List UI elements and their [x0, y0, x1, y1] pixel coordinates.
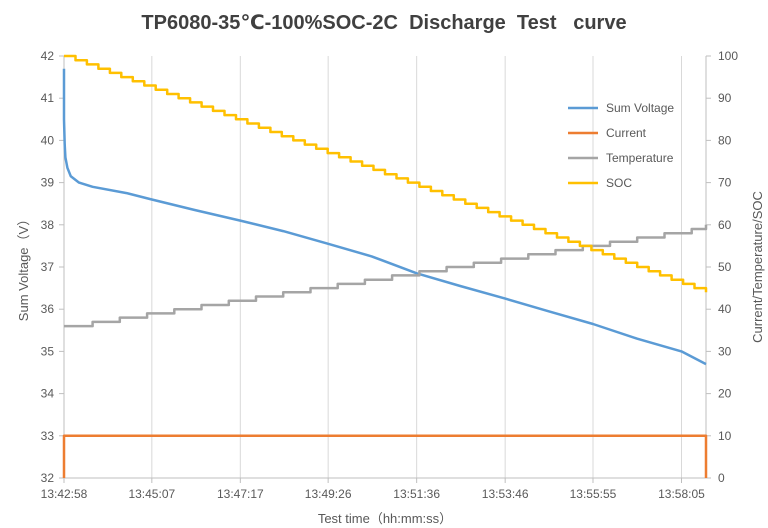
series-line-current	[62, 434, 708, 478]
y-right-tick-label: 100	[718, 49, 738, 63]
x-tick-label: 13:58:05	[658, 487, 705, 501]
legend-label-current: Current	[606, 126, 647, 140]
y-left-tick-label: 41	[41, 91, 55, 105]
series-line-sum-voltage	[62, 68, 707, 366]
y-right-tick-label: 30	[718, 344, 732, 358]
y-left-tick-label: 35	[41, 344, 55, 358]
y-right-tick-label: 70	[718, 176, 732, 190]
grid-layer	[151, 56, 682, 478]
legend-label-temperature: Temperature	[606, 151, 674, 165]
y-right-tick-label: 20	[718, 387, 732, 401]
x-tick-label: 13:42:58	[41, 487, 88, 501]
x-axis-title: Test time（hh:mm:ss）	[318, 511, 452, 526]
y-right-tick-label: 90	[718, 91, 732, 105]
y-left-tick-label: 40	[41, 133, 55, 147]
y-right-tick-label: 0	[718, 471, 725, 485]
x-tick-label: 13:51:36	[393, 487, 440, 501]
legend-label-soc: SOC	[606, 176, 632, 190]
y-left-tick-label: 34	[41, 387, 55, 401]
y-left-tick-label: 37	[41, 260, 55, 274]
y-axis-right-title: Current/Temperature/SOC	[750, 191, 765, 343]
ticks-layer: 13:42:58 13:45:07 13:47:17 13:49:26 13:51:36…	[41, 49, 739, 501]
axis-layer	[59, 55, 711, 483]
y-right-tick-label: 80	[718, 133, 732, 147]
x-tick-label: 13:55:55	[570, 487, 617, 501]
y-left-tick-label: 36	[41, 302, 55, 316]
y-left-tick-label: 32	[41, 471, 55, 485]
series-line-temperature	[64, 224, 708, 328]
y-left-tick-label: 33	[41, 429, 55, 443]
x-tick-label: 13:49:26	[305, 487, 352, 501]
y-left-tick-label: 42	[41, 49, 55, 63]
y-right-tick-label: 60	[718, 218, 732, 232]
y-left-tick-label: 38	[41, 218, 55, 232]
y-left-tick-label: 39	[41, 176, 55, 190]
x-tick-label: 13:53:46	[482, 487, 529, 501]
series-layer	[62, 54, 708, 478]
x-tick-label: 13:45:07	[128, 487, 175, 501]
x-tick-label: 13:47:17	[217, 487, 264, 501]
y-right-tick-label: 10	[718, 429, 732, 443]
legend-label-sum-voltage: Sum Voltage	[606, 101, 674, 115]
y-axis-left-title: Sum Voltage（V）	[16, 213, 31, 321]
series-line-soc	[64, 54, 708, 293]
chart-title: TP6080-35℃-100%SOC-2C Discharge Test cur…	[141, 12, 627, 34]
y-right-tick-label: 40	[718, 302, 732, 316]
legend: Sum Voltage Current Temperature SOC	[568, 101, 674, 190]
y-right-tick-label: 50	[718, 260, 732, 274]
